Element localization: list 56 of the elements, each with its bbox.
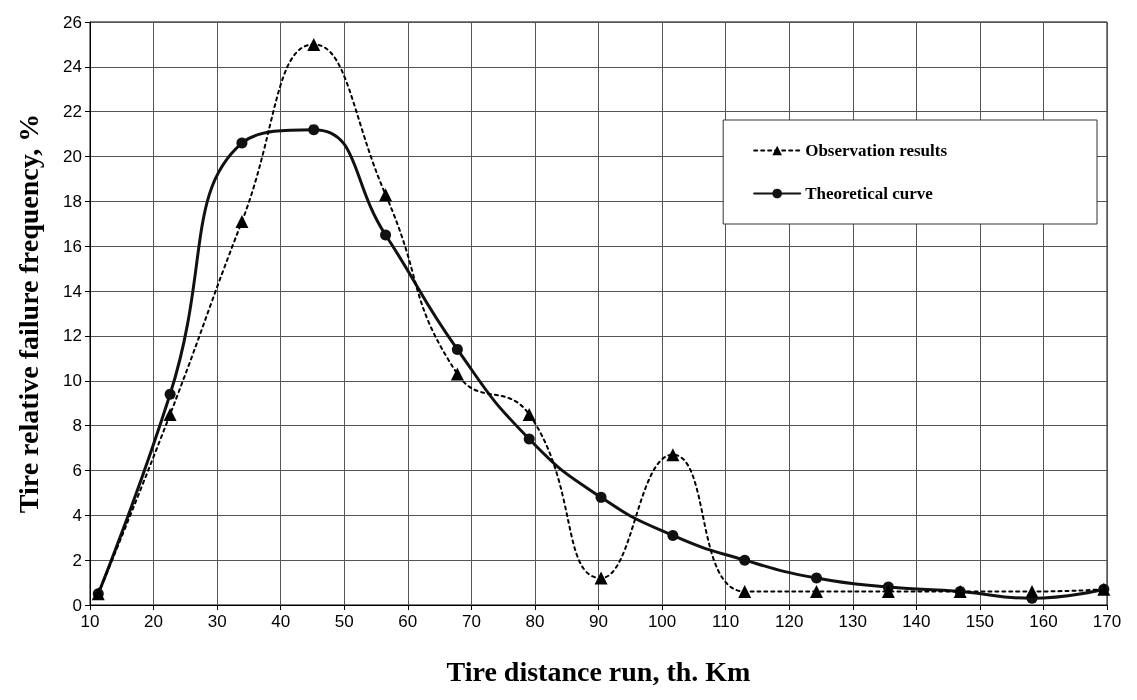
x-tick-label: 20 bbox=[144, 612, 164, 631]
point bbox=[1025, 585, 1039, 599]
point bbox=[523, 433, 535, 445]
legend-label: Observation results bbox=[805, 141, 948, 160]
legend-label: Theoretical curve bbox=[805, 184, 934, 203]
y-tick-label: 24 bbox=[63, 57, 82, 77]
point bbox=[450, 367, 464, 381]
x-tick-label: 140 bbox=[902, 612, 931, 631]
point bbox=[379, 188, 393, 202]
point bbox=[164, 388, 176, 400]
point bbox=[163, 407, 177, 421]
y-axis-title: Tire relative failure frequency, % bbox=[12, 113, 44, 514]
x-tick-label: 80 bbox=[525, 612, 545, 631]
point bbox=[594, 571, 608, 585]
x-tick-label: 50 bbox=[334, 612, 354, 631]
x-axis-title: Tire distance run, th. Km bbox=[446, 655, 751, 687]
point bbox=[881, 585, 895, 599]
x-tick-label: 110 bbox=[712, 612, 740, 631]
y-tick-label: 14 bbox=[63, 281, 82, 301]
y-tick-label: 6 bbox=[72, 460, 82, 480]
point bbox=[522, 407, 536, 421]
point bbox=[595, 491, 607, 503]
point bbox=[738, 585, 752, 599]
y-tick-label: 20 bbox=[63, 147, 82, 167]
x-tick-label: 150 bbox=[965, 612, 995, 631]
x-tick-label: 100 bbox=[647, 612, 677, 631]
x-tick-label: 160 bbox=[1029, 612, 1058, 631]
y-tick-label: 26 bbox=[63, 12, 82, 32]
x-tick-label: 90 bbox=[589, 612, 608, 631]
x-tick-label: 40 bbox=[271, 612, 291, 631]
y-tick-label: 16 bbox=[63, 236, 82, 256]
x-tick-label: 170 bbox=[1092, 612, 1122, 631]
point bbox=[451, 343, 463, 355]
point bbox=[667, 529, 679, 541]
x-tick-label: 120 bbox=[775, 612, 804, 631]
point bbox=[666, 448, 680, 462]
y-tick-label: 18 bbox=[63, 191, 82, 211]
point bbox=[308, 124, 320, 136]
y-tick-label: 8 bbox=[72, 416, 82, 436]
point bbox=[235, 215, 249, 229]
point bbox=[811, 572, 823, 584]
x-tick-label: 130 bbox=[838, 612, 867, 631]
point bbox=[380, 229, 392, 241]
y-tick-label: 22 bbox=[63, 102, 82, 122]
y-tick-label: 2 bbox=[72, 550, 82, 570]
point bbox=[307, 37, 321, 51]
x-tick-label: 70 bbox=[461, 612, 481, 631]
point bbox=[810, 585, 824, 599]
x-tick-label: 60 bbox=[398, 612, 418, 631]
x-tick-label: 30 bbox=[207, 612, 227, 631]
y-tick-label: 12 bbox=[63, 326, 82, 346]
y-tick-label: 0 bbox=[72, 595, 82, 615]
point bbox=[739, 554, 751, 566]
y-tick-label: 10 bbox=[63, 371, 82, 391]
point bbox=[236, 137, 248, 149]
y-tick-label: 4 bbox=[72, 505, 82, 525]
